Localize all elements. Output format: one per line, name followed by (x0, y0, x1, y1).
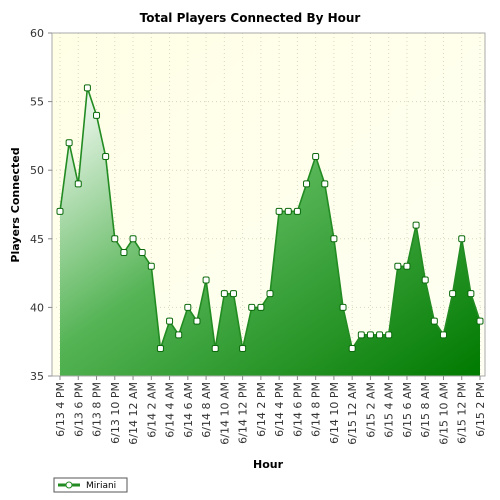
data-point (330, 235, 338, 243)
x-tick-label: 6/14 2 PM (255, 382, 268, 437)
y-axis-label: Players Connected (9, 147, 22, 262)
data-point (202, 276, 210, 284)
x-tick-label: 6/15 8 AM (419, 382, 432, 438)
data-point (266, 290, 274, 298)
y-tick-label: 60 (30, 27, 44, 40)
y-axis-ticks: 35 40 45 50 55 60 (30, 27, 52, 383)
data-point (56, 207, 64, 215)
data-point (275, 207, 283, 215)
data-point (357, 331, 365, 339)
data-point (321, 180, 329, 188)
x-tick-label: 6/14 6 PM (291, 382, 304, 437)
area-layer (60, 87, 480, 376)
x-tick-label: 6/13 6 PM (72, 382, 85, 437)
x-tick-label: 6/13 4 PM (54, 382, 67, 437)
data-point (284, 207, 292, 215)
data-point (156, 345, 164, 353)
data-point (220, 290, 228, 298)
legend-box (53, 477, 128, 493)
x-tick-label: 6/15 2 PM (474, 382, 487, 437)
data-point (467, 290, 475, 298)
x-tick-label: 6/14 4 AM (164, 382, 177, 438)
data-point (348, 345, 356, 353)
data-point (93, 111, 101, 119)
data-point (239, 345, 247, 353)
data-point (102, 152, 110, 160)
data-point (120, 249, 128, 257)
series-area (60, 87, 480, 376)
x-tick-label: 6/14 10 PM (328, 382, 341, 444)
data-point (376, 331, 384, 339)
data-point (412, 221, 420, 229)
x-tick-label: 6/14 12 AM (127, 382, 140, 445)
x-tick-label: 6/13 8 PM (91, 382, 104, 437)
y-tick-label: 55 (30, 96, 44, 109)
data-point (138, 249, 146, 257)
data-point (211, 345, 219, 353)
data-point (339, 303, 347, 311)
data-point (83, 84, 91, 92)
data-point (385, 331, 393, 339)
legend-marker (65, 481, 73, 489)
data-point (193, 317, 201, 325)
data-point (312, 152, 320, 160)
legend: Miriani (53, 477, 128, 493)
y-tick-label: 50 (30, 164, 44, 177)
x-tick-label: 6/15 12 PM (456, 382, 469, 444)
data-point (175, 331, 183, 339)
x-tick-label: 6/14 10 AM (218, 382, 231, 445)
data-point (458, 235, 466, 243)
data-point (74, 180, 82, 188)
data-point (430, 317, 438, 325)
y-tick-label: 45 (30, 233, 44, 246)
x-axis-ticks: 6/13 4 PM 6/13 6 PM 6/13 8 PM 6/13 10 PM 6/1… (54, 376, 487, 445)
data-point (129, 235, 137, 243)
x-tick-label: 6/14 8 AM (200, 382, 213, 438)
data-point (303, 180, 311, 188)
x-tick-label: 6/14 2 AM (145, 382, 158, 438)
data-point (394, 262, 402, 270)
y-tick-label: 40 (30, 301, 44, 314)
x-tick-label: 6/15 4 AM (383, 382, 396, 438)
data-point (439, 331, 447, 339)
x-tick-label: 6/15 6 AM (401, 382, 414, 438)
y-tick-label: 35 (30, 370, 44, 383)
data-point (421, 276, 429, 284)
data-point (147, 262, 155, 270)
data-point (248, 303, 256, 311)
data-point (229, 290, 237, 298)
x-tick-label: 6/15 2 AM (364, 382, 377, 438)
data-point (166, 317, 174, 325)
data-point (65, 139, 73, 147)
x-axis-label: Hour (253, 458, 284, 471)
x-tick-label: 6/14 6 AM (182, 382, 195, 438)
x-tick-label: 6/14 8 PM (310, 382, 323, 437)
x-tick-label: 6/13 10 PM (109, 382, 122, 444)
data-point (257, 303, 265, 311)
data-point (403, 262, 411, 270)
x-tick-label: 6/14 4 PM (273, 382, 286, 437)
data-points (56, 84, 484, 353)
data-point (293, 207, 301, 215)
x-tick-label: 6/15 12 AM (346, 382, 359, 445)
data-point (449, 290, 457, 298)
data-point (184, 303, 192, 311)
chart-title: Total Players Connected By Hour (140, 11, 361, 25)
x-tick-label: 6/15 10 AM (437, 382, 450, 445)
x-tick-label: 6/14 12 PM (237, 382, 250, 444)
plot-border (51, 32, 486, 377)
legend-series-name: Miriani (86, 481, 116, 491)
data-point (366, 331, 374, 339)
data-point (476, 317, 484, 325)
data-point (111, 235, 119, 243)
